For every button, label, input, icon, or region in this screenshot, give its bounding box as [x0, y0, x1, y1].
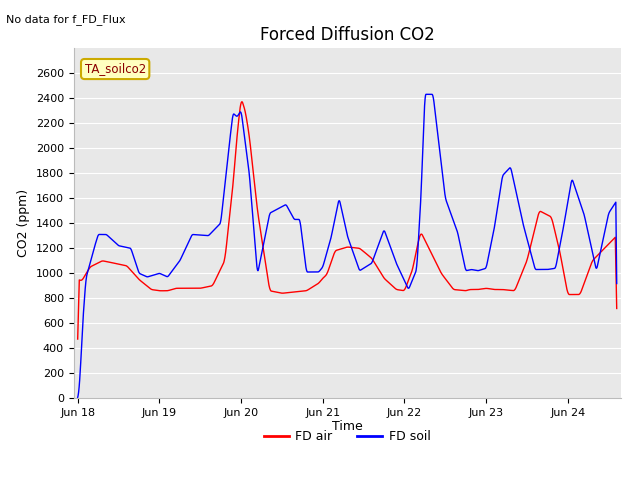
Y-axis label: CO2 (ppm): CO2 (ppm) — [17, 189, 30, 257]
Text: TA_soilco2: TA_soilco2 — [84, 62, 146, 75]
X-axis label: Time: Time — [332, 420, 363, 432]
Legend: FD air, FD soil: FD air, FD soil — [259, 425, 435, 448]
Title: Forced Diffusion CO2: Forced Diffusion CO2 — [260, 25, 435, 44]
Text: No data for f_FD_Flux: No data for f_FD_Flux — [6, 14, 126, 25]
